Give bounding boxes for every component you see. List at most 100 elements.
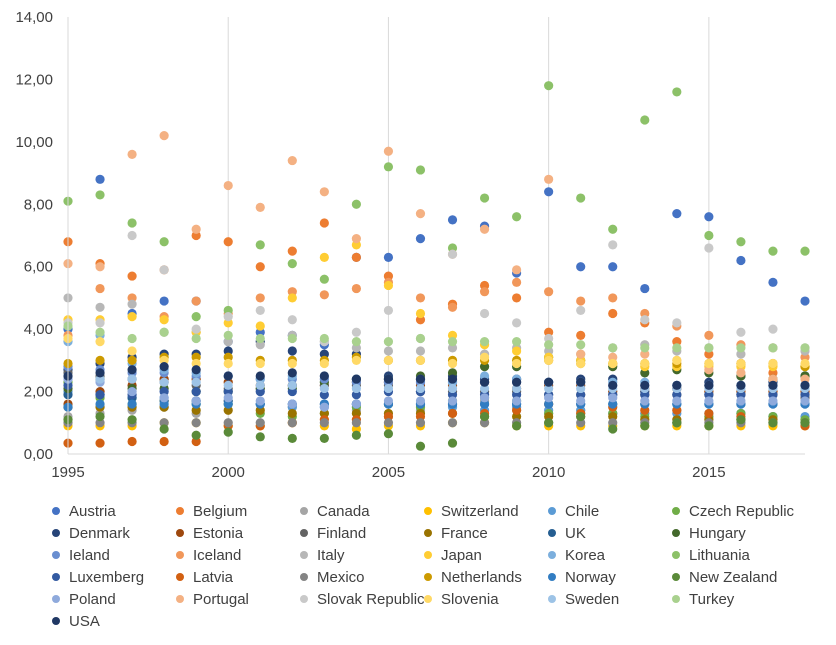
point-poland [319, 402, 329, 412]
legend-item: USA [52, 612, 176, 630]
point-poland [351, 399, 361, 409]
legend-marker [52, 507, 60, 515]
point-poland [191, 396, 201, 406]
point-usa [640, 380, 650, 390]
point-slovak-republic [255, 305, 265, 316]
point-mexico [351, 418, 361, 428]
y-tick-label: 6,00 [24, 259, 53, 276]
legend-marker [548, 529, 556, 537]
legend-marker [672, 551, 680, 559]
legend-item: UK [548, 524, 672, 542]
legend-marker [176, 529, 184, 537]
legend-marker [176, 573, 184, 581]
legend-item: Italy [300, 546, 424, 564]
legend-label: Poland [69, 590, 116, 608]
chart-points [63, 81, 810, 451]
point-slovenia [383, 355, 394, 365]
point-portugal [223, 180, 233, 191]
point-portugal [319, 187, 329, 197]
point-slovenia [736, 358, 746, 369]
point-sweden [159, 377, 169, 387]
point-slovak-republic [191, 324, 201, 334]
point-japan [512, 346, 522, 356]
legend-item: Lithuania [672, 546, 796, 564]
point-slovenia [447, 358, 458, 369]
y-tick-label: 0,00 [24, 446, 53, 463]
point-lithuania [191, 312, 201, 322]
point-lithuania [544, 81, 554, 91]
point-mexico [223, 418, 233, 428]
point-austria [704, 212, 714, 222]
point-turkey [704, 343, 714, 353]
point-poland [512, 396, 522, 406]
x-tick-label: 2015 [692, 464, 725, 481]
point-usa [287, 368, 297, 378]
point-austria [415, 234, 426, 244]
point-iceland [351, 283, 361, 294]
y-tick-label: 10,00 [15, 134, 53, 151]
point-new-zealand [287, 433, 297, 443]
legend-marker [672, 595, 680, 603]
point-mexico [255, 418, 265, 428]
point-japan [287, 293, 297, 303]
point-slovak-republic [608, 240, 618, 250]
point-turkey [415, 333, 426, 344]
legend-marker [300, 529, 308, 537]
legend-label: Italy [317, 546, 345, 564]
legend-item: Czech Republic [672, 502, 796, 520]
legend-label: Slovenia [441, 590, 499, 608]
point-slovenia [512, 358, 522, 369]
point-mexico [287, 418, 297, 428]
legend-item: Japan [424, 546, 548, 564]
point-usa [768, 380, 778, 390]
point-slovak-republic [704, 243, 714, 253]
point-austria [383, 252, 394, 262]
y-tick-label: 14,00 [15, 9, 53, 26]
point-portugal [287, 155, 297, 166]
point-usa [223, 371, 233, 381]
point-slovenia [255, 358, 265, 369]
legend-label: UK [565, 524, 586, 542]
point-slovenia [351, 355, 361, 365]
point-usa [736, 380, 746, 390]
point-portugal [544, 174, 554, 184]
point-mexico [415, 418, 426, 428]
legend-label: Sweden [565, 590, 620, 608]
point-turkey [127, 333, 137, 344]
point-usa [800, 380, 810, 390]
point-lithuania [640, 115, 650, 125]
point-turkey [768, 343, 778, 353]
y-tick-label: 8,00 [24, 196, 53, 213]
legend-item: Slovenia [424, 590, 548, 608]
point-lithuania [127, 218, 137, 228]
point-slovenia [576, 358, 586, 369]
legend-item: Belgium [176, 502, 300, 520]
point-austria [608, 262, 618, 272]
legend-label: Mexico [317, 568, 365, 586]
point-iceland [704, 330, 714, 340]
legend-label: Lithuania [689, 546, 750, 564]
point-portugal [191, 224, 201, 234]
point-turkey [544, 340, 554, 350]
point-france [287, 408, 297, 419]
point-poland [127, 386, 137, 397]
point-portugal [351, 234, 361, 244]
point-new-zealand [672, 418, 682, 428]
legend-marker [300, 595, 308, 603]
legend-item: Sweden [548, 590, 672, 608]
point-usa [127, 365, 137, 375]
legend-marker [176, 507, 184, 515]
point-new-zealand [608, 424, 618, 434]
point-lithuania [383, 162, 394, 172]
point-slovenia [319, 358, 329, 369]
point-slovenia [608, 358, 618, 369]
point-latvia [127, 436, 137, 447]
point-usa [415, 374, 426, 384]
legend-item: Korea [548, 546, 672, 564]
point-mexico [447, 418, 458, 428]
point-austria [736, 255, 746, 266]
legend-item: Denmark [52, 524, 176, 542]
legend-label: Estonia [193, 524, 244, 542]
point-portugal [127, 149, 137, 159]
point-poland [768, 396, 778, 406]
